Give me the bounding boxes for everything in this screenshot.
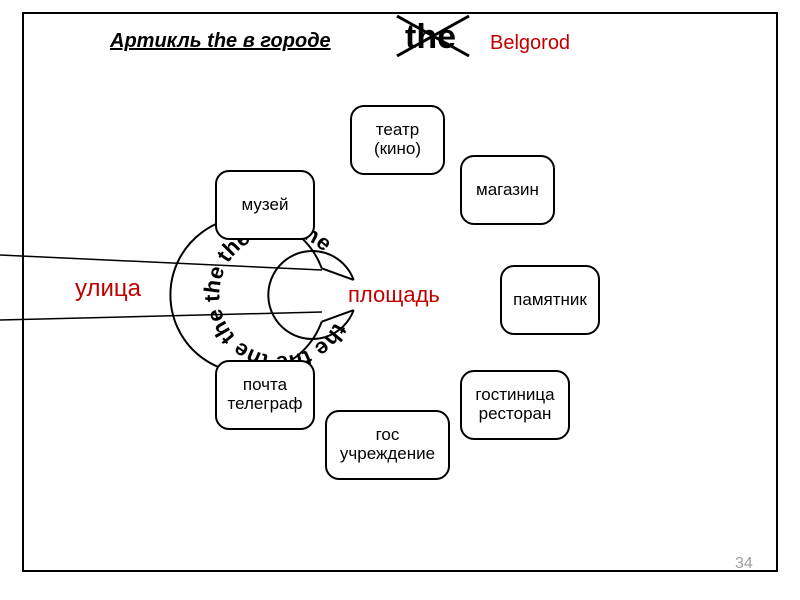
box-museum: музей [215,170,315,240]
street-label: улица [75,275,141,303]
box-line: почта [243,376,287,395]
box-theatre: театр(кино) [350,105,445,175]
box-line: музей [242,196,289,215]
box-line: театр [376,121,419,140]
box-line: памятник [513,291,587,310]
box-line: гос [376,426,400,445]
box-post: почтателеграф [215,360,315,430]
box-line: телеграф [228,395,303,414]
box-shop: магазин [460,155,555,225]
box-gov: госучреждение [325,410,450,480]
box-line: (кино) [374,140,421,159]
box-monument: памятник [500,265,600,335]
crossed-out-the: the [405,18,456,57]
box-line: магазин [476,181,539,200]
box-line: ресторан [479,405,552,424]
box-hotel: гостиницаресторан [460,370,570,440]
page-number: 34 [735,555,753,573]
box-line: учреждение [340,445,435,464]
cross-x-icon [393,12,473,60]
box-line: гостиница [475,386,554,405]
